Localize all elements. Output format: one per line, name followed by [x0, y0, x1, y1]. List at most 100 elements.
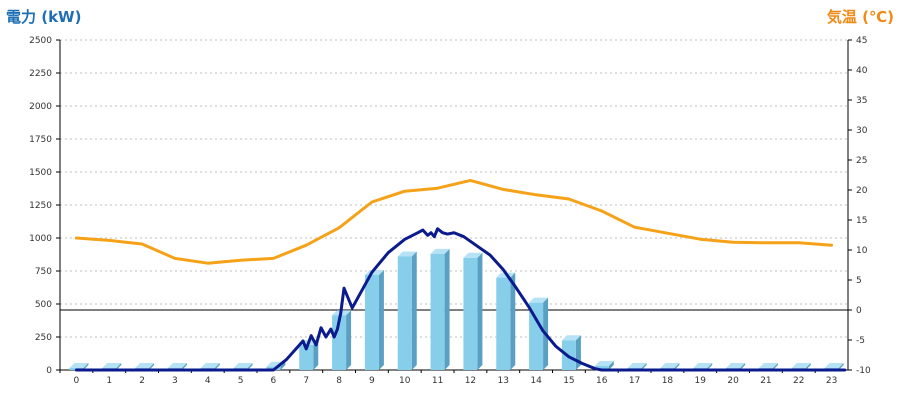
bar: [397, 256, 412, 370]
bar-top: [660, 363, 680, 368]
y-tick-label-right: 15: [856, 216, 867, 226]
x-tick-label: 7: [303, 376, 309, 386]
y-tick-label-right: -10: [856, 366, 871, 376]
bar-top: [200, 363, 220, 368]
bar-side: [674, 363, 680, 370]
x-tick-label: 20: [727, 376, 739, 386]
x-tick-label: 1: [106, 376, 112, 386]
y-tick-label-left: 250: [35, 333, 52, 343]
bar-side: [575, 335, 581, 370]
y-tick-label-right: 25: [856, 156, 867, 166]
bar-side: [280, 361, 286, 370]
bar-top: [397, 251, 417, 257]
y-tick-label-right: 30: [856, 126, 868, 136]
bar-side: [346, 310, 352, 370]
bar: [332, 315, 347, 370]
bar-side: [116, 363, 122, 370]
bar-top: [561, 335, 581, 341]
y-tick-label-left: 500: [35, 300, 52, 310]
y-axis-right-title: 気温 (℃): [826, 8, 894, 26]
bar: [594, 366, 609, 370]
bar-top: [102, 363, 122, 368]
x-tick-label: 11: [432, 376, 443, 386]
bar-top: [463, 252, 483, 258]
bar-top: [135, 363, 155, 368]
x-tick-label: 15: [563, 376, 574, 386]
y-tick-label-right: 45: [856, 36, 867, 46]
y-tick-label-left: 1250: [29, 201, 52, 211]
y-tick-label-left: 0: [46, 366, 52, 376]
bar-top: [693, 363, 713, 368]
y-tick-label-left: 2000: [29, 102, 52, 112]
bar-side: [608, 361, 614, 370]
bar-top: [430, 248, 450, 254]
x-tick-label: 23: [826, 376, 837, 386]
bar: [496, 277, 511, 370]
bar-top: [233, 363, 253, 368]
bar-top: [594, 361, 614, 367]
x-tick-label: 3: [172, 376, 178, 386]
x-tick-label: 13: [498, 376, 509, 386]
x-tick-label: 9: [369, 376, 375, 386]
bar: [299, 344, 314, 370]
bar-side: [707, 363, 713, 370]
bar-side: [510, 272, 516, 370]
bar-side: [411, 251, 417, 370]
power-line: [74, 227, 847, 372]
x-tick-label: 5: [238, 376, 244, 386]
bar-top: [529, 297, 549, 303]
bar-side: [772, 363, 778, 370]
y-tick-label-right: -5: [856, 336, 865, 346]
bar-side: [805, 363, 811, 370]
bar-top: [627, 363, 647, 368]
x-tick-label: 18: [662, 376, 674, 386]
x-tick-label: 14: [530, 376, 542, 386]
y-tick-label-right: 10: [856, 246, 868, 256]
bar-top: [167, 363, 187, 368]
y-tick-label-left: 2250: [29, 69, 52, 79]
x-tick-label: 22: [793, 376, 804, 386]
y-tick-label-right: 40: [856, 66, 868, 76]
bar-top: [791, 363, 811, 368]
temperature-line: [74, 178, 834, 265]
x-tick-label: 17: [629, 376, 640, 386]
bar-top: [758, 363, 778, 368]
bar: [529, 302, 544, 370]
bar-side: [444, 248, 450, 370]
bar: [430, 253, 445, 370]
bar-side: [641, 363, 647, 370]
bar: [463, 257, 478, 370]
x-tick-label: 19: [695, 376, 707, 386]
y-tick-label-left: 2500: [29, 36, 52, 46]
bar-side: [477, 252, 483, 370]
x-tick-label: 4: [205, 376, 211, 386]
bar-side: [149, 363, 155, 370]
bar-side: [838, 363, 844, 370]
x-tick-label: 8: [336, 376, 342, 386]
bar-side: [247, 363, 253, 370]
y-axis-left-title: 電力 (kW): [6, 8, 82, 26]
y-tick-label-right: 20: [856, 186, 868, 196]
x-tick-label: 10: [399, 376, 411, 386]
bar-side: [214, 363, 220, 370]
x-tick-label: 6: [271, 376, 277, 386]
y-tick-label-left: 750: [35, 267, 52, 277]
bar-top: [69, 363, 89, 368]
x-tick-label: 16: [596, 376, 608, 386]
bar-side: [181, 363, 187, 370]
bar: [364, 274, 379, 370]
y-tick-label-right: 35: [856, 96, 867, 106]
bar-top: [824, 363, 844, 368]
y-tick-label-left: 1000: [29, 234, 52, 244]
y-tick-label-right: 0: [856, 306, 862, 316]
x-tick-label: 12: [465, 376, 476, 386]
x-tick-label: 2: [139, 376, 145, 386]
bar-side: [378, 269, 384, 370]
bar-side: [313, 339, 319, 370]
y-tick-label-right: 5: [856, 276, 862, 286]
bar-top: [726, 363, 746, 368]
x-tick-label: 21: [760, 376, 771, 386]
x-tick-label: 0: [74, 376, 80, 386]
